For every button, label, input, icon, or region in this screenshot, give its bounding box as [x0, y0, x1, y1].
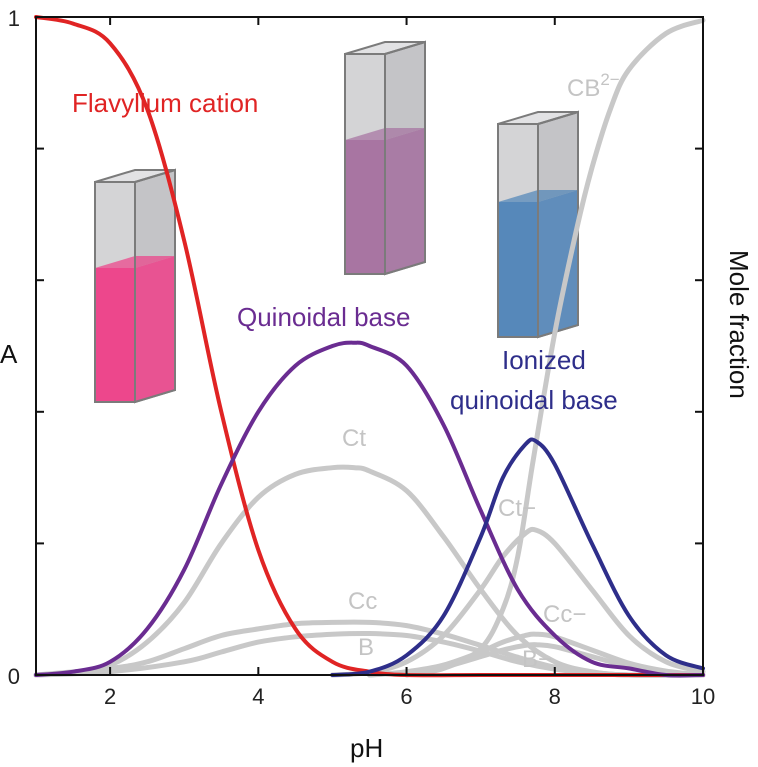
x-tick-label-10: 10: [691, 684, 715, 709]
series-line-ct: [33, 464, 706, 678]
cb2-label: CB2−: [567, 70, 620, 102]
tick-layer: 2 4 6 8 10 0 1: [8, 6, 715, 709]
blue-cuvette-liquid-front: [498, 202, 538, 337]
ionized-label-line1: Ionized: [502, 345, 586, 375]
series-line-cb2: [404, 17, 706, 678]
series-layer: [33, 15, 706, 678]
pink-cuvette: [94, 168, 176, 404]
y-tick-label-1: 1: [8, 6, 20, 31]
ct-minus-label: Ct−: [498, 495, 536, 522]
right-axis-label: Mole fraction: [724, 250, 754, 399]
y-tick-label-0: 0: [8, 664, 20, 689]
b-label: B: [358, 634, 374, 661]
x-axis-label: pH: [350, 733, 383, 763]
x-tick-label-8: 8: [549, 684, 561, 709]
purple-cuvette: [344, 40, 426, 276]
x-tick-label-6: 6: [400, 684, 412, 709]
cc-minus-label: Cc−: [543, 601, 586, 628]
cc-label: Cc: [348, 588, 377, 615]
blue-cuvette: [497, 110, 579, 339]
ct-label: Ct: [342, 425, 366, 452]
x-tick-label-2: 2: [104, 684, 116, 709]
ionized-label-line2: quinoidal base: [450, 385, 618, 415]
purple-cuvette-liquid-front: [345, 140, 385, 274]
cb2-label-base: CB: [567, 75, 600, 102]
series-line-quinoidal-base: [34, 340, 705, 678]
quinoidal-label: Quinoidal base: [237, 302, 410, 332]
cb2-label-sup: 2−: [600, 70, 619, 89]
series-line-b: [33, 630, 706, 678]
left-axis-label: A: [0, 339, 18, 369]
plot-frame: [35, 16, 704, 676]
series-line-ionized-quinoidal-base: [330, 437, 705, 677]
x-tick-label-4: 4: [252, 684, 264, 709]
pink-cuvette-liquid-front: [95, 268, 135, 402]
flavylium-label: Flavylium cation: [72, 88, 258, 118]
series-line-ct: [329, 526, 706, 678]
b-minus-label: B−: [522, 646, 552, 673]
